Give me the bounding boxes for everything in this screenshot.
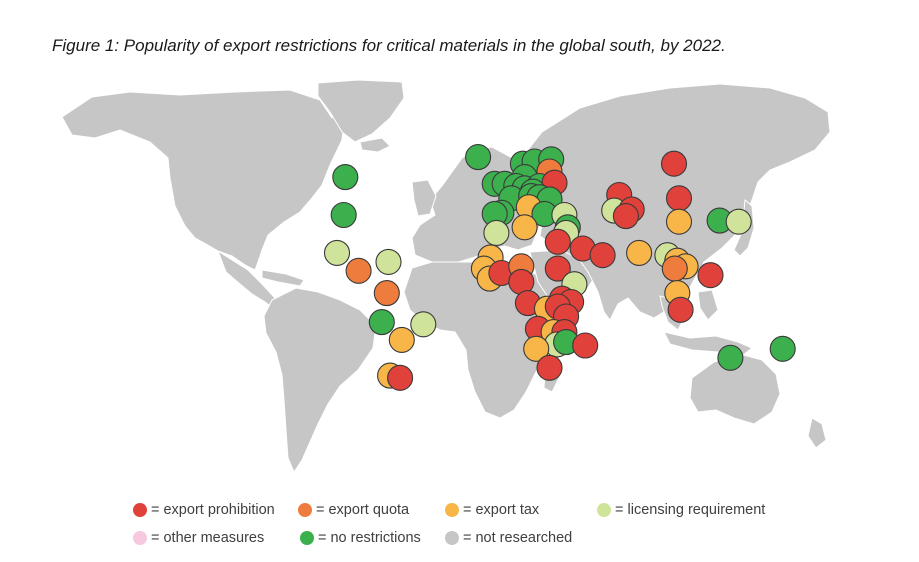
land-new-zealand [807,417,827,449]
marker-australia [717,344,744,371]
figure-title: Figure 1: Popularity of export restricti… [52,36,726,55]
marker-bolivia [388,326,415,353]
marker-thailand [661,255,688,282]
land-north-america [61,89,346,271]
land-greenland [317,79,405,143]
marker-guatemala [345,257,372,284]
land-british-isles [411,179,437,217]
marker-canada [332,164,359,191]
marker-united-states [330,201,357,229]
marker-morocco [483,219,510,246]
land-caribbean [261,269,305,287]
marker-iceland [465,144,492,171]
marker-sudan [544,255,571,282]
land-south-america [263,287,377,474]
marker-japan [725,208,752,235]
marker-mexico [323,239,351,266]
marker-tunisia [511,214,538,241]
marker-china [665,208,693,235]
marker-india [626,239,653,266]
marker-argentina [387,364,414,391]
marker-mongolia [665,185,693,212]
marker-philippines [697,262,724,289]
marker-russia [660,150,688,177]
marker-colombia [373,280,400,307]
marker-tajikistan [612,203,639,230]
land-iceland [359,137,391,153]
marker-new-caledonia [769,335,796,362]
land-philippines [697,289,719,321]
marker-south-africa [536,354,563,381]
marker-dominican-republic [375,248,402,275]
marker-layer [323,144,796,391]
marker-oman [589,242,616,269]
marker-indonesia [667,296,694,323]
marker-peru [368,309,395,336]
marker-madagascar [572,332,599,359]
marker-egypt [544,228,571,255]
marker-brazil [410,311,437,338]
marker-namibia [523,335,550,362]
